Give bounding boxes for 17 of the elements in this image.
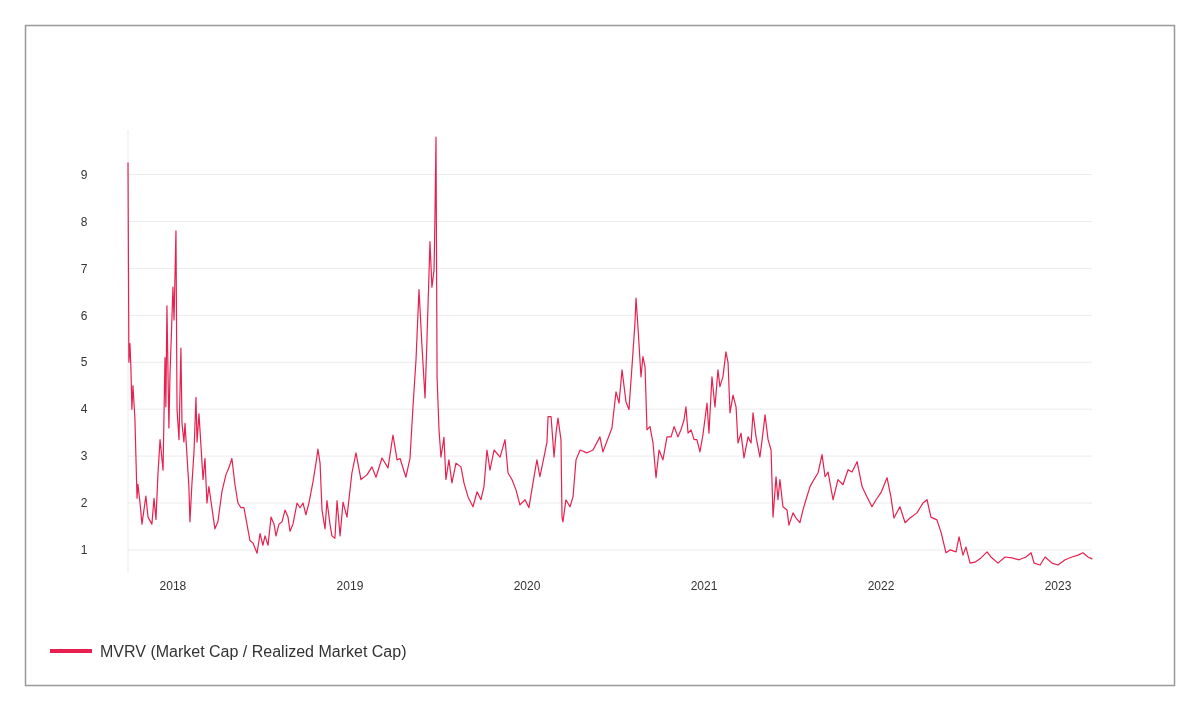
- y-tick-label: 1: [80, 543, 88, 558]
- x-tick-label: 2022: [867, 579, 895, 593]
- y-tick-label: 5: [80, 355, 88, 370]
- x-tick-label: 2018: [159, 579, 187, 593]
- y-tick-label: 8: [80, 214, 88, 229]
- x-tick-label: 2019: [336, 579, 364, 593]
- y-tick-label: 6: [80, 308, 88, 323]
- line-series: [127, 136, 1093, 566]
- legend-label: MVRV (Market Cap / Realized Market Cap): [100, 642, 407, 660]
- y-tick-label: 3: [80, 449, 88, 464]
- y-tick-label: 7: [80, 261, 88, 276]
- y-tick-label: 9: [80, 167, 88, 182]
- y-tick-label: 4: [80, 402, 88, 417]
- x-tick-label: 2021: [690, 579, 718, 593]
- x-tick-label: 2020: [513, 579, 541, 593]
- x-tick-label: 2023: [1044, 579, 1072, 593]
- y-tick-label: 2: [80, 496, 88, 511]
